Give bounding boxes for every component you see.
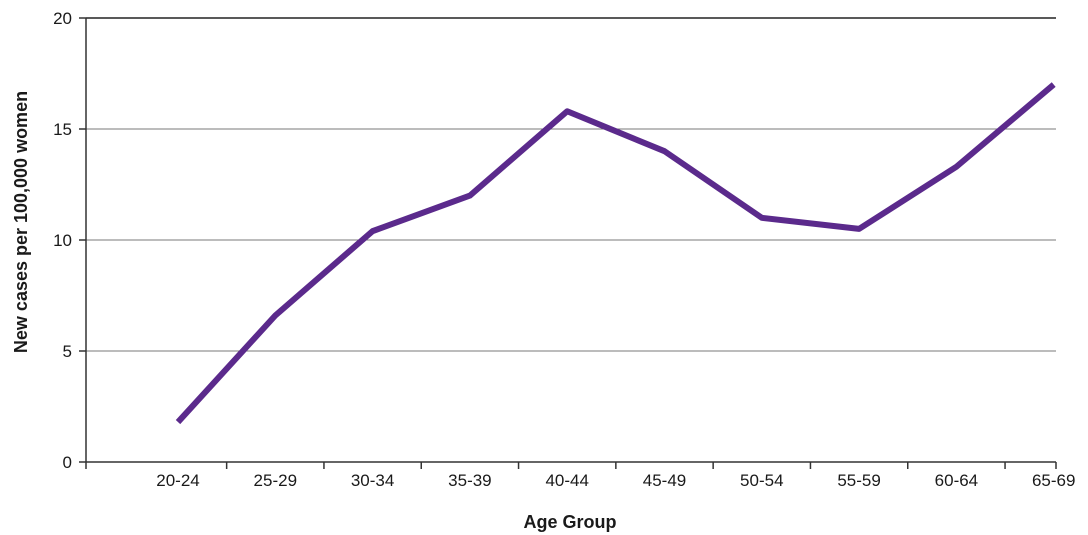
series-line	[175, 82, 1056, 425]
y-axis-title: New cases per 100,000 women	[11, 91, 31, 353]
y-tick-label: 15	[53, 120, 72, 139]
x-axis-title: Age Group	[524, 512, 617, 532]
series-layer	[175, 82, 1056, 425]
x-tick-label: 25-29	[254, 471, 297, 490]
x-tick-label: 60-64	[935, 471, 978, 490]
x-tick-label: 55-59	[837, 471, 880, 490]
y-tick-label: 0	[63, 453, 72, 472]
x-tick-label: 40-44	[545, 471, 588, 490]
y-axis-ticks: 0 5 10 15 20	[53, 9, 86, 472]
x-tick-label: 20-24	[156, 471, 199, 490]
x-tick-label: 65-69	[1032, 471, 1075, 490]
gridlines	[86, 17, 1056, 352]
y-tick-label: 5	[63, 342, 72, 361]
y-tick-label: 20	[53, 9, 72, 28]
x-axis-ticks: 20-24 25-29 30-34 35-39 40-44 45-49 50-54 55-59…	[85, 462, 1075, 490]
x-tick-label: 50-54	[740, 471, 783, 490]
x-tick-label: 35-39	[448, 471, 491, 490]
x-tick-label: 45-49	[643, 471, 686, 490]
y-tick-label: 10	[53, 231, 72, 250]
x-tick-label: 30-34	[351, 471, 394, 490]
